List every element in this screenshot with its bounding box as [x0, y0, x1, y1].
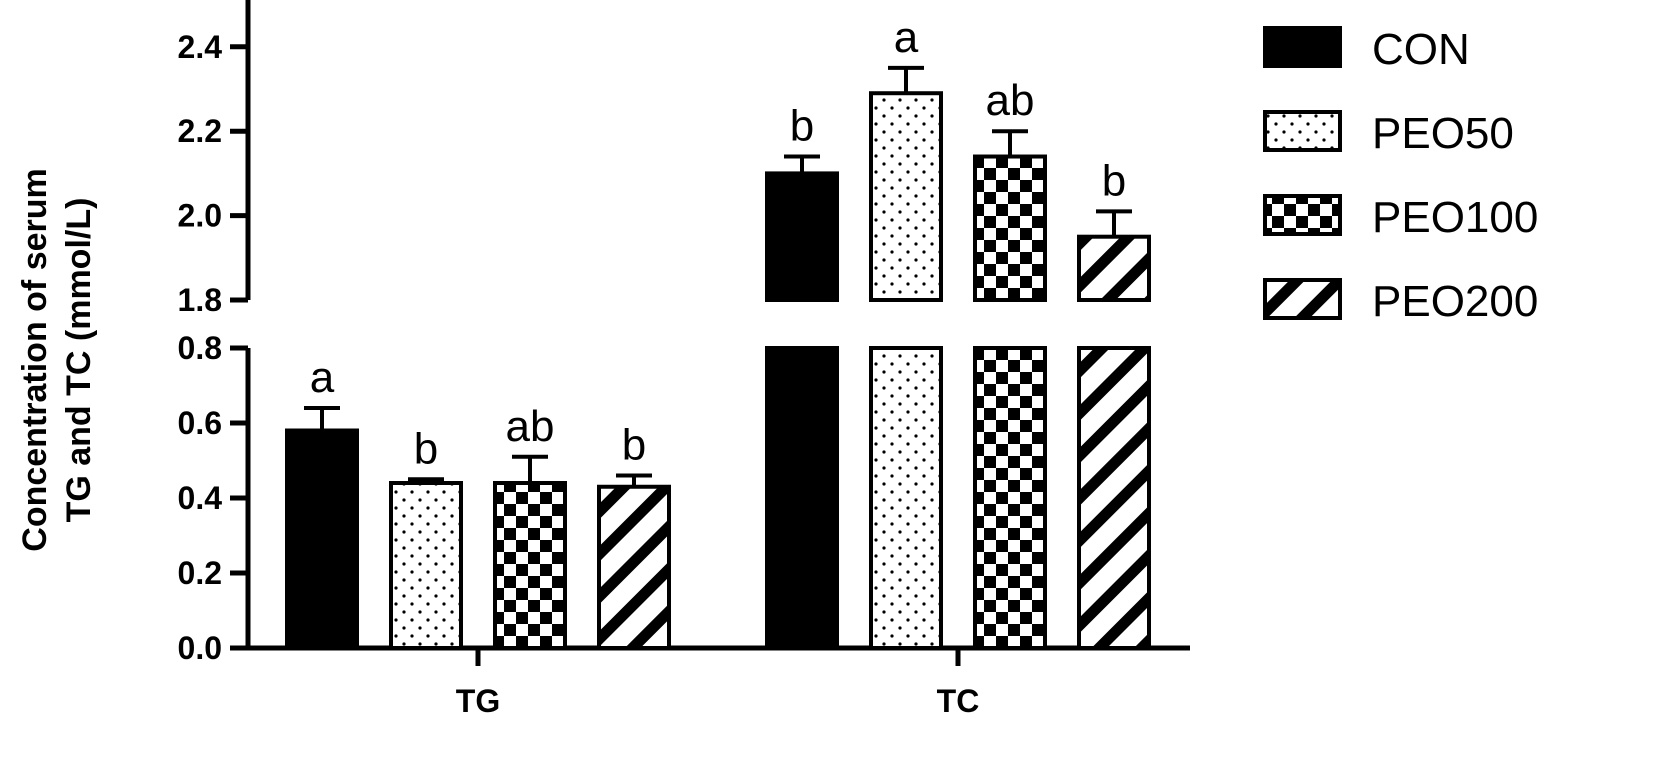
significance-label: b — [622, 421, 646, 470]
y-axis-label: Concentration of serum TG and TC (mmol/L) — [16, 168, 98, 551]
y-tick-label: 2.4 — [178, 29, 223, 65]
y-axis-label-line: Concentration of serum — [16, 168, 54, 551]
y-tick-label: 0.0 — [178, 630, 222, 666]
legend: CON PEO50 PEO100 PEO200 — [1263, 25, 1538, 326]
y-tick-label: 0.8 — [178, 330, 222, 366]
legend-swatch — [1263, 194, 1342, 236]
bar — [493, 481, 567, 650]
bar-lower-segment — [765, 346, 839, 650]
y-tick-label: 0.4 — [178, 480, 223, 516]
legend-swatch — [1263, 26, 1342, 68]
significance-label: a — [310, 353, 335, 402]
bar — [765, 171, 839, 302]
x-tick-label: TG — [456, 683, 500, 719]
bars — [285, 65, 1151, 650]
significance-label: ab — [506, 402, 555, 451]
y-axis-label-line: TG and TC (mmol/L) — [60, 198, 98, 523]
legend-label: PEO200 — [1372, 277, 1538, 326]
legend-label: PEO100 — [1372, 193, 1538, 242]
bar-lower-segment — [973, 346, 1047, 650]
bar — [389, 481, 463, 650]
y-tick-label: 0.6 — [178, 405, 222, 441]
significance-label: a — [894, 13, 919, 62]
significance-label: b — [790, 102, 814, 151]
legend-label: PEO50 — [1372, 109, 1514, 158]
y-tick-label: 0.2 — [178, 555, 222, 591]
y-tick-label: 1.8 — [178, 282, 222, 318]
bar — [597, 484, 671, 650]
y-tick-label: 2.0 — [178, 198, 222, 234]
bar — [285, 428, 359, 650]
bar-lower-segment — [869, 346, 943, 650]
axes: 0.0 0.2 0.4 0.6 0.8 1.8 2.0 2.2 2.4 Concentration… — [16, 0, 1190, 666]
x-tick-label: TC — [937, 683, 980, 719]
bar — [973, 154, 1047, 302]
legend-swatch — [1263, 278, 1342, 320]
bar — [869, 91, 943, 302]
significance-label: b — [414, 424, 438, 473]
legend-swatch — [1263, 110, 1342, 152]
significance-label: ab — [986, 76, 1035, 125]
significance-label: b — [1102, 156, 1126, 205]
legend-label: CON — [1372, 25, 1470, 74]
bar-lower-segment — [1077, 346, 1151, 650]
y-tick-label: 2.2 — [178, 113, 222, 149]
bar — [1077, 234, 1151, 302]
